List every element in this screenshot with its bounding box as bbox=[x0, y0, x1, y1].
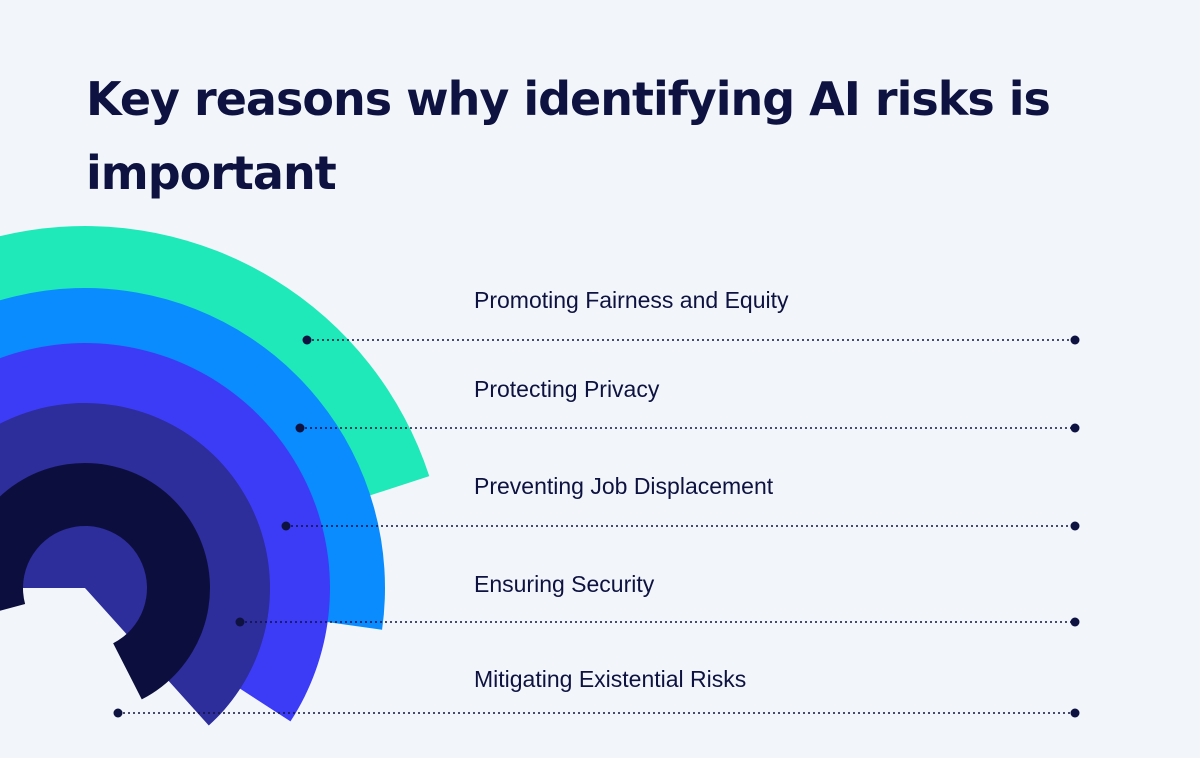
item-label-existential-risks: Mitigating Existential Risks bbox=[474, 666, 747, 692]
leader-dot-security-end bbox=[1070, 617, 1080, 627]
item-label-security: Ensuring Security bbox=[474, 571, 655, 597]
item-label-privacy: Protecting Privacy bbox=[474, 376, 660, 402]
page-title: Key reasons why identifying AI risks is … bbox=[86, 62, 1086, 210]
leader-dot-existential-risks-start bbox=[113, 708, 123, 718]
page-title-line-2: important bbox=[86, 146, 337, 200]
arc-band-existential-risks bbox=[0, 463, 210, 700]
item-label-job-displacement: Preventing Job Displacement bbox=[474, 473, 774, 499]
leader-dot-fairness-end bbox=[1070, 335, 1080, 345]
page-title-line-1: Key reasons why identifying AI risks is bbox=[86, 72, 1051, 126]
item-label-fairness: Promoting Fairness and Equity bbox=[474, 287, 789, 313]
leader-dot-job-displacement-start bbox=[281, 521, 291, 531]
leader-dot-fairness-start bbox=[302, 335, 312, 345]
leader-dot-privacy-start bbox=[295, 423, 305, 433]
leader-dot-security-start bbox=[235, 617, 245, 627]
leader-dot-privacy-end bbox=[1070, 423, 1080, 433]
leader-dot-job-displacement-end bbox=[1070, 521, 1080, 531]
leader-dot-existential-risks-end bbox=[1070, 708, 1080, 718]
